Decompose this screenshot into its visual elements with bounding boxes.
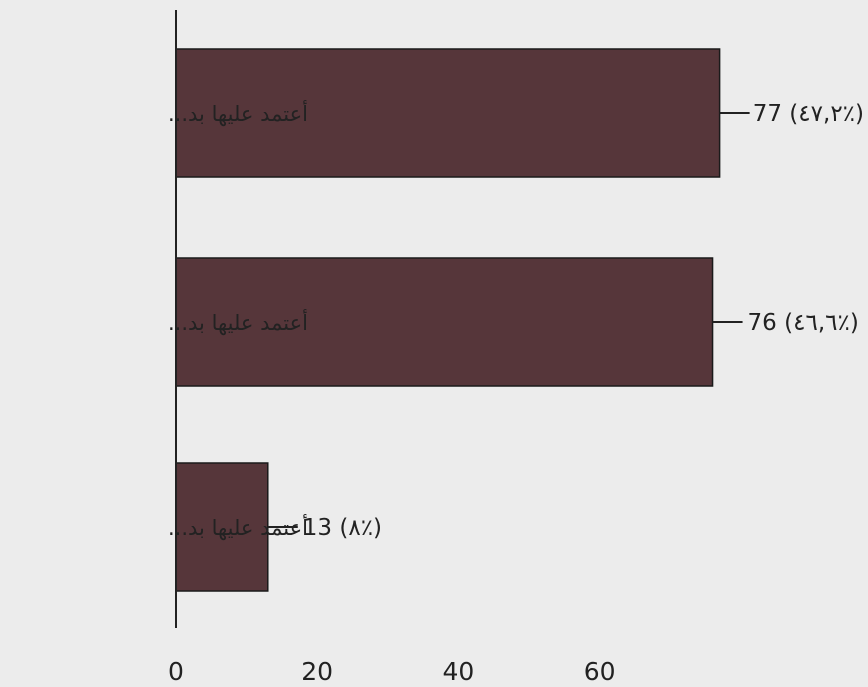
x-tick-label-0: 0 <box>168 657 184 686</box>
value-label-3: 13 (٨٪) <box>303 515 382 541</box>
category-label-3: أعتمد عليها بد... <box>168 514 308 540</box>
category-label-1: أعتمد عليها بد... <box>168 100 308 126</box>
category-label-2: أعتمد عليها بد... <box>168 309 308 335</box>
x-tick-label-40: 40 <box>442 657 474 686</box>
x-tick-label-20: 20 <box>301 657 333 686</box>
x-tick-labels-group: 0 20 40 60 <box>168 657 615 686</box>
value-labels-group: 77 (٤٧,٢٪) 76 (٤٦,٦٪) 13 (٨٪) <box>303 101 864 541</box>
x-tick-label-60: 60 <box>584 657 616 686</box>
bar-1 <box>175 48 721 178</box>
value-label-1: 77 (٤٧,٢٪) <box>753 101 864 127</box>
bar-3 <box>175 462 269 592</box>
value-label-2: 76 (٤٦,٦٪) <box>748 310 859 336</box>
category-labels-group: أعتمد عليها بد... أعتمد عليها بد... أعتمد … <box>168 100 308 540</box>
bar-2 <box>175 257 714 387</box>
bars-group <box>175 48 721 592</box>
leader-lines-group <box>267 112 750 528</box>
